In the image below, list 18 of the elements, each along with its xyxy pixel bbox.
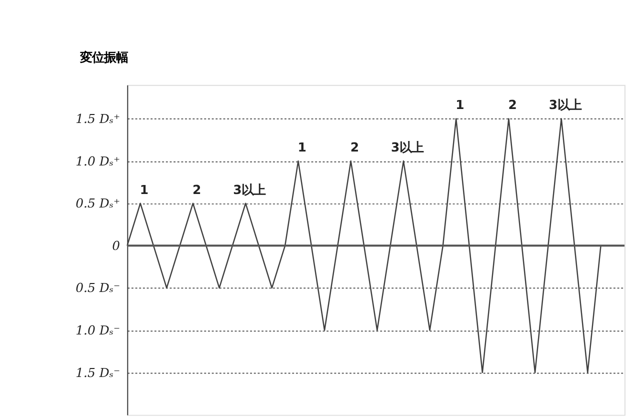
annotation: 3以上 <box>233 182 266 197</box>
line-series <box>126 118 602 374</box>
annotation: 2 <box>192 182 202 197</box>
y-tick-label: 0.5 Dₛ⁻ <box>76 280 120 296</box>
annotation: 3以上 <box>548 97 582 112</box>
y-tick-label: 1.5 Dₛ⁺ <box>76 111 120 126</box>
annotation: 1 <box>456 97 464 112</box>
y-tick-label: 0 <box>112 238 120 253</box>
annotation: 2 <box>350 139 359 154</box>
annotation: 2 <box>508 97 517 112</box>
y-tick-label: 1.0 Dₛ⁺ <box>76 153 120 168</box>
y-axis-title: 変位振幅 <box>78 49 128 64</box>
annotation: 1 <box>298 139 306 154</box>
annotation: 3以上 <box>390 139 424 154</box>
y-tick-label: 0.5 Dₛ⁺ <box>76 196 120 211</box>
annotation: 1 <box>140 182 148 197</box>
y-tick-label: 1.5 Dₛ⁻ <box>76 364 120 380</box>
y-tick-label: 1.0 Dₛ⁻ <box>76 322 120 338</box>
